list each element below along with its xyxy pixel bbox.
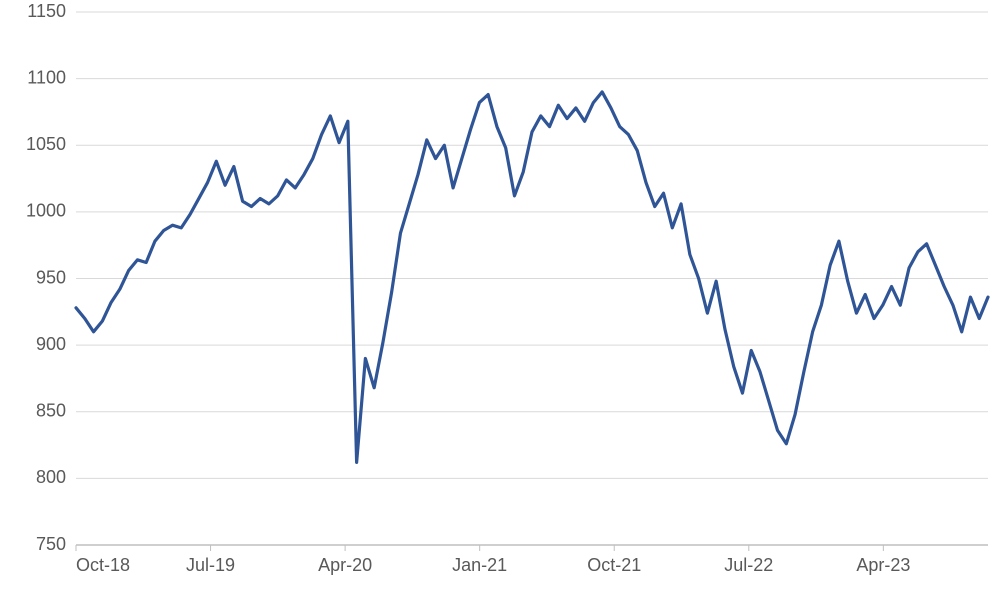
y-tick-label: 750 bbox=[36, 534, 66, 554]
y-tick-label: 1000 bbox=[26, 201, 66, 221]
chart-svg: 750 800 850 900 950 1000 1050 1100 1150 Oct-18 Jul… bbox=[0, 0, 1000, 600]
y-tick-label: 1100 bbox=[27, 67, 66, 87]
x-tick-label: Oct-18 bbox=[76, 555, 130, 575]
y-tick-label: 950 bbox=[36, 267, 66, 287]
x-tick-label: Jul-19 bbox=[186, 555, 235, 575]
x-tick-label: Oct-21 bbox=[587, 555, 641, 575]
y-tick-label: 1150 bbox=[27, 1, 66, 21]
x-tick-label: Apr-23 bbox=[856, 555, 910, 575]
y-tick-label: 1050 bbox=[26, 134, 66, 154]
y-tick-label: 800 bbox=[36, 467, 66, 487]
y-tick-label: 850 bbox=[36, 401, 66, 421]
x-tick-label: Jul-22 bbox=[724, 555, 773, 575]
line-chart: 750 800 850 900 950 1000 1050 1100 1150 Oct-18 Jul… bbox=[0, 0, 1000, 600]
x-tick-label: Jan-21 bbox=[452, 555, 507, 575]
y-tick-label: 900 bbox=[36, 334, 66, 354]
x-tick-label: Apr-20 bbox=[318, 555, 372, 575]
